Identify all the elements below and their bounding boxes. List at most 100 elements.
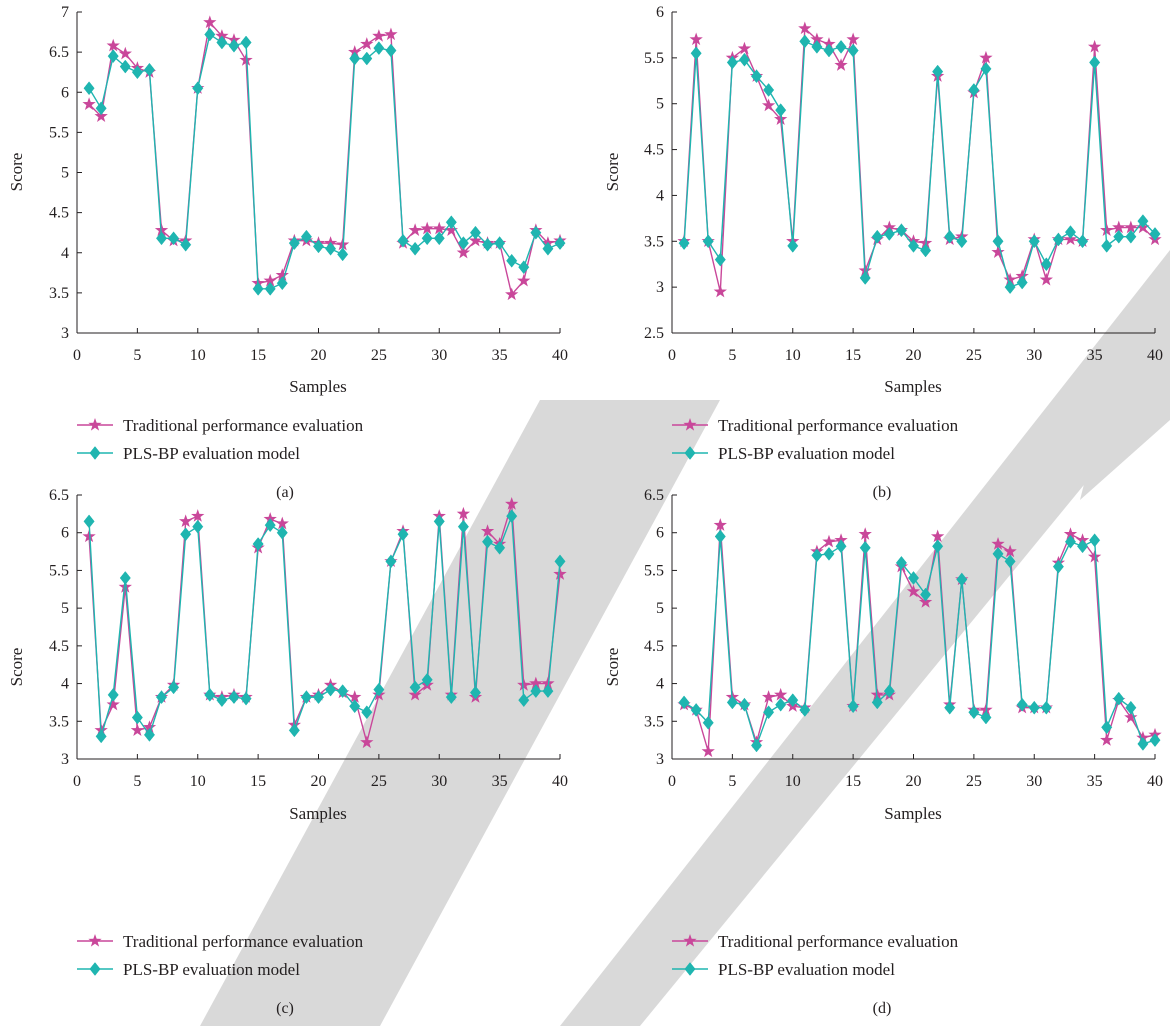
x-tick-label: 30 <box>1026 773 1042 790</box>
data-point <box>168 231 180 246</box>
data-point <box>823 546 835 561</box>
series-pls-bp <box>678 34 1161 295</box>
data-point <box>349 51 361 66</box>
data-point <box>83 514 95 529</box>
data-point <box>445 215 457 230</box>
data-point <box>300 690 312 705</box>
data-point <box>1004 280 1016 295</box>
data-point <box>895 555 907 570</box>
x-tick-label: 5 <box>728 347 736 364</box>
data-point <box>300 229 312 244</box>
data-point <box>1112 220 1126 234</box>
data-point <box>1064 225 1076 240</box>
data-point <box>799 703 811 717</box>
data-point <box>811 548 823 563</box>
x-tick-label: 25 <box>966 773 982 790</box>
data-point <box>1124 710 1138 724</box>
panel-d: Score 33.544.555.566.5 0 5 10 15 20 25 30 35 40 … <box>603 487 1163 1017</box>
data-point <box>239 53 253 66</box>
data-point <box>94 109 108 122</box>
data-point <box>906 584 921 598</box>
data-point <box>433 231 445 246</box>
data-point <box>932 64 944 79</box>
x-tick-label: 35 <box>1087 347 1103 364</box>
x-axis-title: Samples <box>289 377 347 396</box>
data-point <box>1004 554 1016 569</box>
data-point <box>517 273 531 287</box>
data-point <box>932 539 944 554</box>
data-point <box>240 35 252 50</box>
data-point <box>1125 229 1137 244</box>
y-tick-label: 5.5 <box>49 562 69 579</box>
data-point <box>1113 229 1125 244</box>
data-point <box>1040 700 1052 715</box>
series-pls-bp <box>83 509 566 744</box>
data-point <box>469 225 481 240</box>
x-tick-label: 5 <box>133 347 141 364</box>
data-point <box>980 61 992 76</box>
y-tick-label: 5.5 <box>644 562 664 579</box>
series-pls-bp <box>678 529 1161 753</box>
y-tick-label: 3 <box>656 751 664 768</box>
data-point <box>713 284 727 298</box>
data-point <box>360 37 374 50</box>
data-point <box>714 252 726 267</box>
data-point <box>1137 737 1149 751</box>
x-tick-label: 15 <box>250 773 266 790</box>
series-line <box>683 40 1156 289</box>
y-tick-label: 4.5 <box>49 205 69 222</box>
data-point <box>859 540 871 555</box>
y-tick-label: 6 <box>61 525 69 542</box>
data-point <box>810 32 824 46</box>
x-tick-label: 30 <box>431 773 447 790</box>
data-point <box>372 29 386 42</box>
axes <box>76 12 560 334</box>
data-point <box>348 45 362 58</box>
data-point <box>554 554 566 569</box>
data-point <box>689 32 703 46</box>
data-point <box>944 229 956 244</box>
x-tick-label: 15 <box>845 773 861 790</box>
data-point <box>482 237 494 252</box>
data-point <box>798 21 812 35</box>
x-tick-label: 10 <box>785 773 801 790</box>
data-point <box>505 287 519 301</box>
data-point <box>240 691 252 706</box>
data-point <box>1137 214 1149 229</box>
data-point <box>956 572 968 587</box>
legend-label: PLS-BP evaluation model <box>123 444 300 463</box>
data-point <box>420 221 434 235</box>
data-point <box>1003 544 1017 558</box>
x-tick-label: 5 <box>728 773 736 790</box>
data-point <box>1063 527 1078 540</box>
data-point <box>907 238 920 253</box>
data-point <box>979 50 993 64</box>
panel-label: (b) <box>873 484 892 501</box>
data-point <box>787 238 799 253</box>
legend-label: Traditional performance evaluation <box>718 932 959 951</box>
data-point <box>726 55 738 70</box>
data-point <box>275 516 289 530</box>
data-point <box>726 695 738 710</box>
data-point <box>822 534 836 548</box>
data-point <box>541 676 555 690</box>
x-axis-title: Samples <box>884 377 942 396</box>
legend-marker <box>684 962 696 976</box>
legend-marker <box>88 418 102 431</box>
data-point <box>529 676 543 690</box>
data-point <box>702 715 714 730</box>
data-point <box>130 723 145 736</box>
y-tick-label: 4.5 <box>644 142 664 159</box>
data-point <box>1016 275 1028 290</box>
data-point <box>215 29 229 42</box>
data-point <box>83 81 95 96</box>
data-point <box>264 518 276 533</box>
data-point <box>751 738 763 753</box>
data-point <box>859 271 871 285</box>
series-line <box>683 536 1156 748</box>
data-point <box>701 744 715 758</box>
data-point <box>553 567 567 580</box>
data-point <box>421 231 433 246</box>
data-point <box>847 43 859 58</box>
